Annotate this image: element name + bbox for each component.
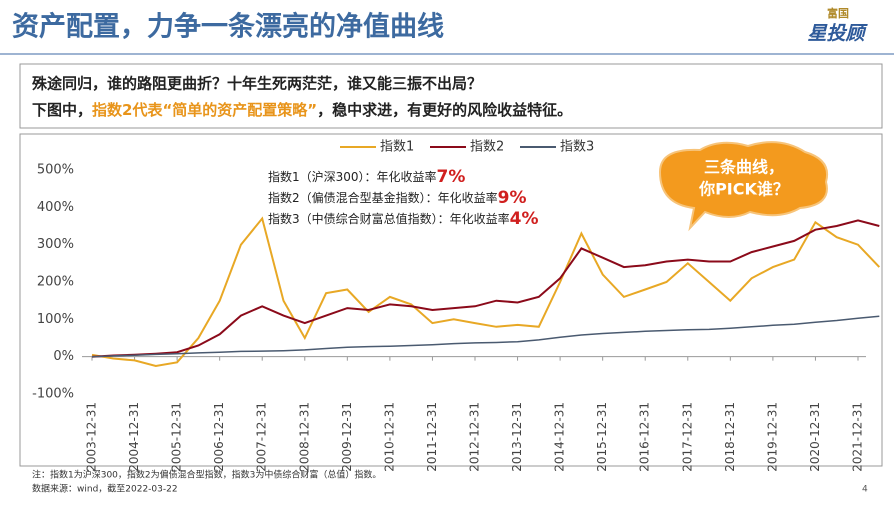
x-tick-label: 2012-12-31 xyxy=(468,402,482,472)
y-tick-label: 100% xyxy=(37,312,74,327)
x-tick-label: 2017-12-31 xyxy=(680,402,694,472)
x-tick-label: 2006-12-31 xyxy=(212,402,226,472)
callout-text: 三条曲线， xyxy=(704,158,784,177)
page-number: 4 xyxy=(862,485,868,495)
intro-box xyxy=(19,63,883,129)
annotation: 指数1（沪深300）：年化收益率7% xyxy=(268,167,465,187)
footnote: 注：指数1为沪深300，指数2为偏债混合型指数，指数3为中债综合财富（总值）指数… xyxy=(32,469,381,481)
legend-label: 指数2 xyxy=(470,140,504,155)
intro-text: 下图中， xyxy=(32,101,92,119)
slide-title: 资产配置，力争一条漂亮的净值曲线 xyxy=(12,11,444,43)
y-tick-label: 0% xyxy=(53,349,74,364)
legend-label: 指数3 xyxy=(560,140,594,155)
series-line xyxy=(91,216,881,368)
y-tick-label: 300% xyxy=(37,237,74,252)
annotation: 指数2（偏债混合型基金指数）：年化收益率9% xyxy=(268,188,527,208)
x-tick-label: 2019-12-31 xyxy=(765,402,779,472)
legend-label: 指数1 xyxy=(380,140,414,155)
y-tick-label: -100% xyxy=(32,387,74,402)
logo-bottom: 星投顾 xyxy=(807,23,868,45)
x-tick-label: 2003-12-31 xyxy=(85,402,99,472)
x-tick-label: 2008-12-31 xyxy=(297,402,311,472)
chart-frame xyxy=(19,133,883,467)
intro-text: ，稳中求进，有更好的风险收益特征。 xyxy=(317,101,572,119)
annotation-rate: 9% xyxy=(498,188,527,208)
source: 数据来源：wind，截至2022-03-22 xyxy=(32,483,178,495)
callout-bubble xyxy=(658,141,828,232)
y-tick-label: 500% xyxy=(37,163,74,178)
x-tick-label: 2018-12-31 xyxy=(723,402,737,472)
x-tick-label: 2020-12-31 xyxy=(808,402,822,472)
callout-text: 你PICK谁？ xyxy=(698,180,789,199)
annotation-text: 指数2（偏债混合型基金指数）：年化收益率 xyxy=(268,190,498,205)
x-tick-label: 2007-12-31 xyxy=(255,402,269,472)
x-tick-label: 2005-12-31 xyxy=(170,402,184,472)
x-tick-label: 2009-12-31 xyxy=(340,402,354,472)
annotation-text: 指数1（沪深300）：年化收益率 xyxy=(268,169,437,184)
intro-line: 殊途同归，谁的路阻更曲折？十年生死两茫茫，谁又能三振不出局？ xyxy=(32,75,482,93)
x-tick-label: 2011-12-31 xyxy=(425,402,439,472)
x-tick-label: 2021-12-31 xyxy=(851,402,865,472)
annotation-rate: 7% xyxy=(437,167,466,187)
annotation-rate: 4% xyxy=(510,209,539,229)
x-tick-label: 2016-12-31 xyxy=(638,402,652,472)
x-tick-label: 2014-12-31 xyxy=(553,402,567,472)
annotation-text: 指数3（中债综合财富总值指数）：年化收益率 xyxy=(268,211,510,226)
intro-highlight: 指数2代表“简单的资产配置策略” xyxy=(92,101,317,119)
series-line xyxy=(91,219,880,358)
y-tick-label: 400% xyxy=(37,200,74,215)
x-tick-label: 2004-12-31 xyxy=(127,402,141,472)
y-tick-label: 200% xyxy=(37,275,74,290)
x-tick-label: 2013-12-31 xyxy=(510,402,524,472)
x-tick-label: 2015-12-31 xyxy=(595,402,609,472)
annotation: 指数3（中债综合财富总值指数）：年化收益率4% xyxy=(268,209,539,229)
intro-line: 下图中，指数2代表“简单的资产配置策略”，稳中求进，有更好的风险收益特征。 xyxy=(32,101,572,119)
logo-top: 富国 xyxy=(827,6,849,20)
x-tick-label: 2010-12-31 xyxy=(382,402,396,472)
plot: -100% 0% 100% 200% 300% 400% 500% 2003-12-31 200… xyxy=(32,140,881,472)
series-line xyxy=(91,315,880,358)
